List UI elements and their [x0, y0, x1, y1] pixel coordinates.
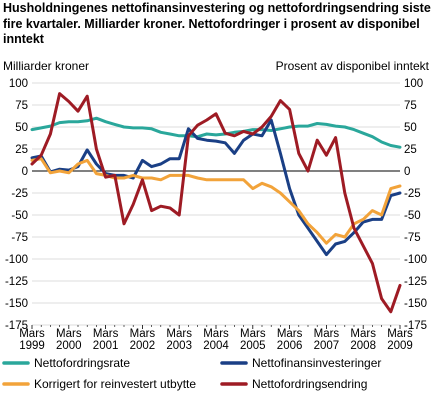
legend-label-nettofordringsendring: Nettofordringsendring	[252, 377, 367, 391]
legend-label-nettofinansinvesteringer: Nettofinansinvesteringer	[252, 356, 381, 370]
y-tick-label-left: -100	[5, 254, 28, 266]
x-tick-label: Mars	[203, 328, 229, 340]
x-tick-label: Mars	[277, 328, 303, 340]
y-tick-label-right: -75	[404, 232, 421, 244]
y-tick-label-right: -175	[404, 320, 427, 332]
x-tick-label: Mars	[19, 328, 45, 340]
y-tick-label-right: 50	[404, 122, 417, 134]
y-axis-label-right: Prosent av disponibel inntekt	[275, 59, 429, 73]
y-tick-label-left: 25	[15, 144, 28, 156]
legend-label-nettofordringsrate: Nettofordringsrate	[34, 356, 130, 370]
x-tick-label: 1999	[19, 340, 45, 352]
x-tick-label: 2001	[93, 340, 119, 352]
y-tick-label-right: 100	[404, 78, 423, 90]
y-tick-label-left: 100	[9, 78, 28, 90]
y-ticks-left: 100 75 50 25 0 -25 -50 -75 -100 -125 -150 -175	[5, 78, 28, 332]
y-tick-label-left: -125	[5, 276, 28, 288]
y-tick-label-left: -175	[5, 320, 28, 332]
y-tick-label-left: 50	[15, 122, 28, 134]
chart-title: Husholdningenes nettofinansinvestering o…	[3, 1, 431, 46]
y-tick-label-left: 75	[15, 100, 28, 112]
x-tick-label: Mars	[350, 328, 376, 340]
x-tick-label: 2005	[240, 340, 266, 352]
y-tick-label-right: 75	[404, 100, 417, 112]
y-axis-label-left: Milliarder kroner	[3, 59, 90, 73]
x-tick-label: 2004	[203, 340, 229, 352]
y-tick-label-right: 0	[404, 166, 410, 178]
y-ticks-right: 100 75 50 25 0 -25 -50 -75 -100 -125 -150 -175	[404, 78, 427, 332]
y-tick-label-right: -25	[404, 188, 421, 200]
x-tick-label: 2007	[314, 340, 340, 352]
series-lines	[30, 92, 402, 314]
y-tick-label-left: -25	[11, 188, 28, 200]
x-ticks: Mars1999Mars2000Mars2001Mars2002Mars2003…	[19, 325, 413, 352]
x-tick-label: Mars	[93, 328, 119, 340]
series-line-nettofordringsrate	[30, 116, 402, 149]
x-tick-label: 2009	[387, 340, 413, 352]
x-tick-label: 2002	[130, 340, 156, 352]
x-tick-label: Mars	[166, 328, 192, 340]
y-tick-label-right: -100	[404, 254, 427, 266]
y-tick-label-left: 0	[22, 166, 28, 178]
x-tick-label: Mars	[56, 328, 82, 340]
x-tick-label: Mars	[240, 328, 266, 340]
y-tick-label-right: 25	[404, 144, 417, 156]
y-tick-label-left: -50	[11, 210, 28, 222]
x-tick-label: Mars	[314, 328, 340, 340]
x-tick-label: 2003	[166, 340, 192, 352]
x-tick-label: Mars	[130, 328, 156, 340]
x-tick-label: 2006	[277, 340, 303, 352]
x-tick-label: Mars	[387, 328, 413, 340]
series-line-nettofinansinvesteringer	[30, 118, 402, 257]
x-tick-label: 2000	[56, 340, 82, 352]
y-tick-label-right: -150	[404, 298, 427, 310]
y-tick-label-right: -50	[404, 210, 421, 222]
x-tick-label: 2008	[350, 340, 376, 352]
series-line-nettofordringsendring	[30, 92, 402, 314]
legend: Nettofordringsrate Nettofinansinvestering…	[2, 356, 381, 391]
legend-label-korrigert: Korrigert for reinvestert utbytte	[34, 377, 196, 391]
y-tick-label-right: -125	[404, 276, 427, 288]
series-line-korrigert	[30, 157, 402, 245]
y-tick-label-left: -75	[11, 232, 28, 244]
y-tick-label-left: -150	[5, 298, 28, 310]
